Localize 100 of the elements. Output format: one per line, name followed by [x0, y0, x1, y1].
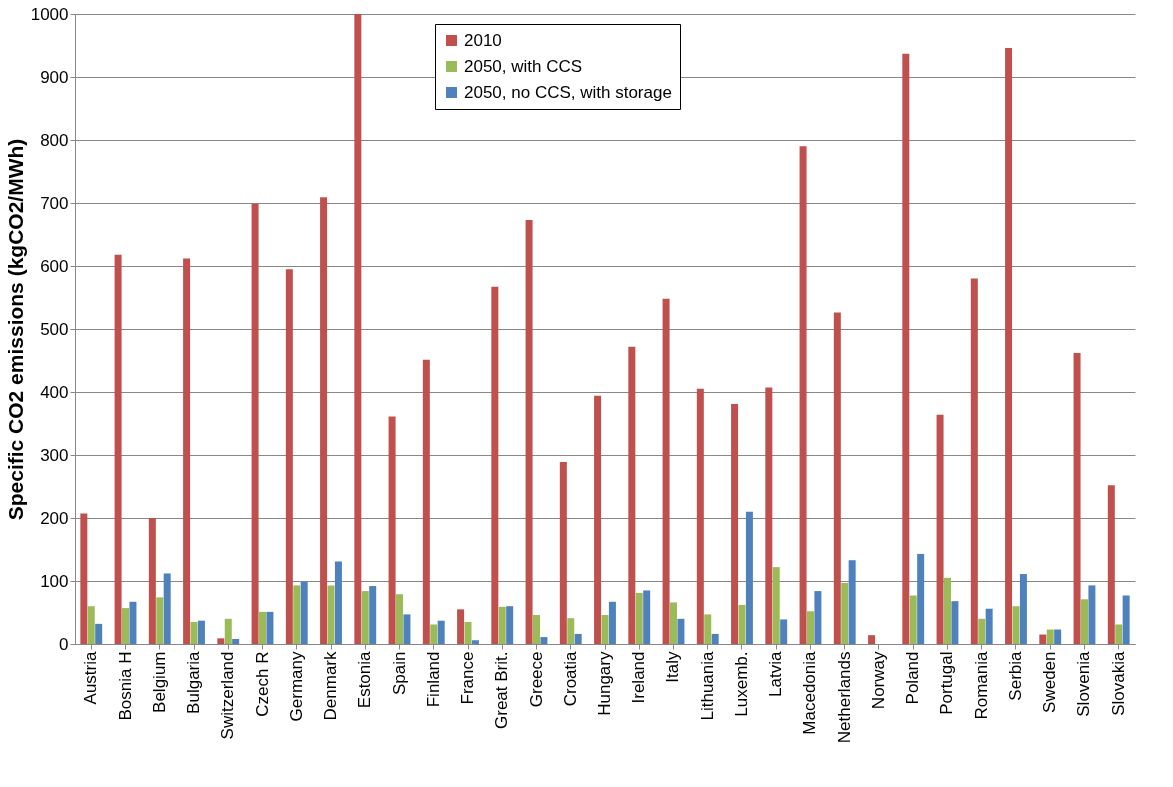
- bar: [574, 633, 582, 644]
- bar: [677, 618, 685, 644]
- bar: [388, 416, 396, 644]
- bar: [936, 414, 944, 644]
- bar: [670, 602, 677, 644]
- bar: [361, 591, 369, 644]
- bar: [197, 620, 205, 644]
- x-tick-label: Slovakia: [1108, 650, 1128, 716]
- bar: [266, 611, 274, 644]
- x-tick-label: Netherlands: [834, 651, 854, 744]
- legend-label: 2050, no CCS, with storage: [464, 82, 672, 102]
- bar: [300, 581, 308, 644]
- bar: [1115, 624, 1123, 644]
- bar: [711, 633, 719, 644]
- bar: [122, 608, 130, 644]
- bar: [1012, 606, 1020, 644]
- bar: [1080, 599, 1088, 644]
- bar: [464, 621, 472, 644]
- bar: [80, 513, 88, 644]
- bar: [909, 595, 917, 644]
- bar: [985, 608, 993, 644]
- x-tick-label: Austria: [81, 650, 101, 705]
- y-tick-label: 100: [40, 571, 69, 591]
- bar: [1005, 48, 1013, 644]
- x-tick-label: Belgium: [149, 651, 169, 713]
- bar: [95, 623, 103, 644]
- bar: [1122, 595, 1130, 644]
- bar: [148, 518, 156, 644]
- bar: [430, 624, 438, 644]
- y-tick-label: 900: [40, 67, 69, 87]
- bar: [594, 395, 602, 644]
- bar: [806, 611, 814, 644]
- x-tick-label: France: [458, 651, 477, 705]
- bar: [1073, 352, 1081, 644]
- bar: [183, 258, 191, 644]
- x-tick-label: Denmark: [321, 651, 341, 721]
- bar: [696, 388, 704, 644]
- legend-label: 2050, with CCS: [464, 56, 583, 76]
- bar: [437, 620, 445, 644]
- bar: [902, 53, 910, 644]
- bar: [506, 606, 514, 644]
- bar: [772, 567, 780, 644]
- bar: [970, 278, 978, 644]
- x-tick-label: Greece: [526, 651, 546, 708]
- x-tick-label: Macedonia: [800, 650, 820, 735]
- x-tick-label: Finland: [423, 651, 443, 708]
- bar: [1046, 629, 1054, 644]
- bar: [259, 611, 267, 644]
- x-tick-label: Italy: [663, 651, 683, 683]
- bar: [293, 585, 301, 644]
- y-tick-label: 800: [40, 130, 69, 150]
- y-tick-label: 500: [40, 319, 69, 339]
- bar: [848, 560, 856, 644]
- bar: [917, 553, 925, 644]
- legend-label: 2010: [464, 30, 502, 50]
- bar: [114, 254, 122, 644]
- x-tick-label: Great Brit.: [492, 651, 512, 729]
- x-tick-label: Luxemb.: [732, 651, 751, 717]
- bar: [471, 640, 479, 644]
- bar: [129, 601, 137, 644]
- bar: [662, 298, 670, 644]
- bar: [833, 312, 841, 644]
- bar: [1019, 574, 1027, 644]
- bar: [745, 511, 753, 644]
- bar: [559, 461, 567, 644]
- bar: [635, 592, 643, 644]
- bar: [403, 614, 411, 644]
- y-tick-label: 400: [40, 382, 69, 402]
- bar: [354, 14, 362, 644]
- x-tick-label: Ireland: [629, 651, 649, 704]
- x-tick-label: Norway: [868, 651, 888, 710]
- x-tick-label: Slovenia: [1074, 650, 1094, 717]
- x-tick-label: Poland: [903, 651, 923, 705]
- x-tick-label: Czech R: [252, 651, 272, 717]
- bar: [533, 615, 540, 644]
- bar: [978, 618, 986, 644]
- bar: [841, 582, 849, 644]
- bar: [868, 635, 876, 644]
- bar: [1088, 585, 1096, 644]
- bar: [396, 594, 404, 644]
- bar: [731, 403, 739, 644]
- bar: [567, 618, 575, 644]
- bar: [320, 197, 328, 644]
- bar: [457, 609, 465, 644]
- bar: [87, 606, 95, 644]
- bar: [1107, 485, 1115, 644]
- bar: [327, 585, 335, 644]
- bar: [1054, 629, 1062, 644]
- y-tick-label: 300: [40, 445, 69, 465]
- bar: [224, 618, 232, 644]
- x-tick-label: Lithuania: [697, 650, 717, 721]
- x-tick-label: Portugal: [937, 651, 957, 715]
- bar: [422, 359, 430, 644]
- x-tick-label: Croatia: [560, 650, 580, 707]
- bar: [163, 573, 171, 644]
- bar: [765, 387, 773, 644]
- y-tick-label: 200: [40, 508, 69, 528]
- bar: [285, 269, 293, 644]
- bar: [943, 577, 951, 644]
- bar: [643, 590, 651, 644]
